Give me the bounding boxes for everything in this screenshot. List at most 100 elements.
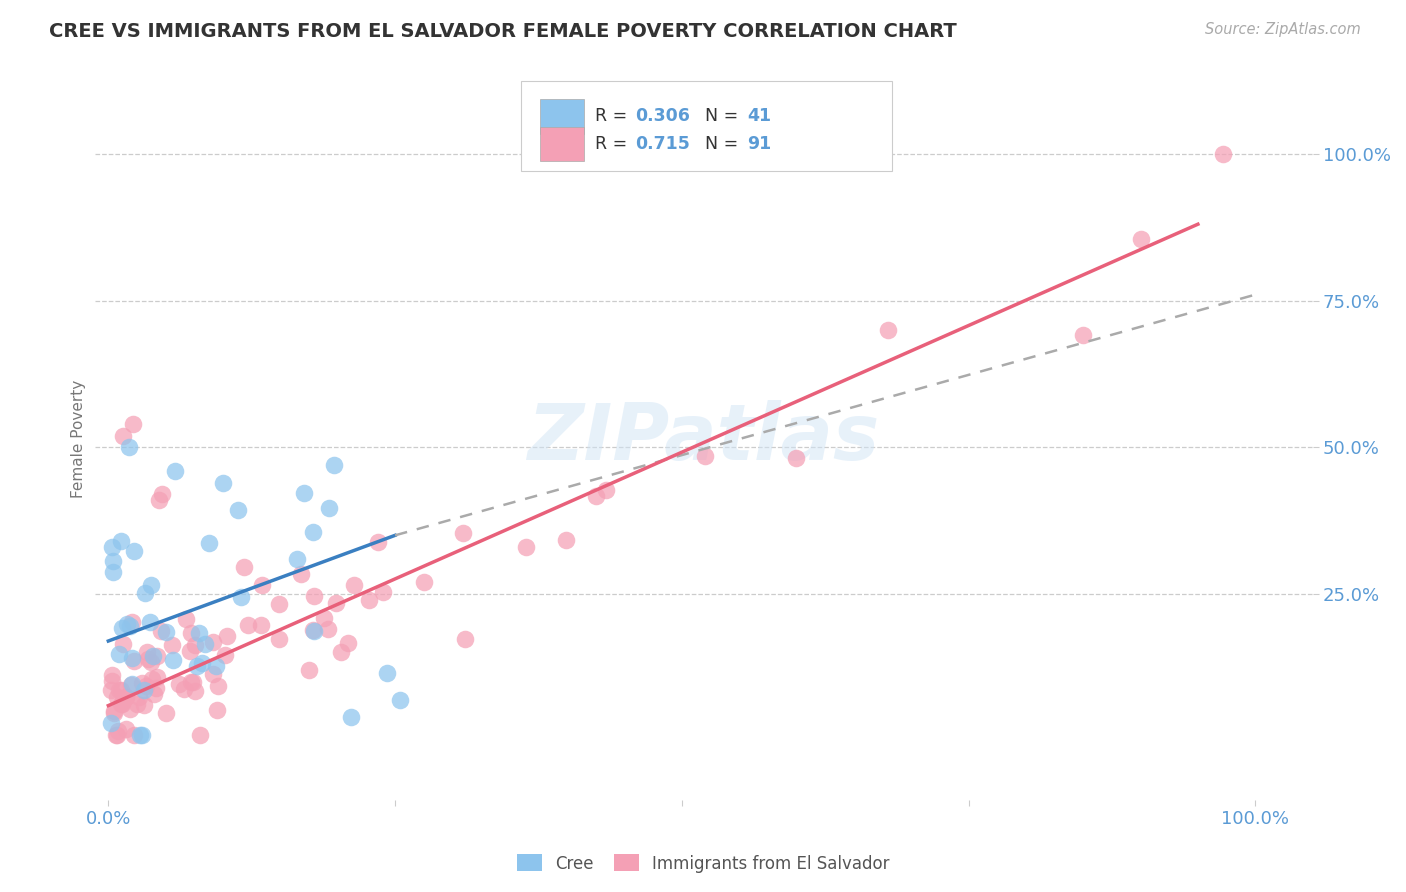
Point xyxy=(121,677,143,691)
Point xyxy=(267,598,290,612)
Point xyxy=(193,637,215,651)
Text: 41: 41 xyxy=(748,107,772,126)
Point xyxy=(139,655,162,669)
Point xyxy=(554,533,576,548)
Point xyxy=(148,493,170,508)
Point xyxy=(122,654,145,668)
Legend: Cree, Immigrants from El Salvador: Cree, Immigrants from El Salvador xyxy=(510,847,896,880)
Point xyxy=(155,625,177,640)
Point xyxy=(232,559,254,574)
Point xyxy=(292,485,315,500)
Point xyxy=(143,687,166,701)
Point xyxy=(162,653,184,667)
Point xyxy=(115,616,138,631)
Point xyxy=(180,626,202,640)
Point xyxy=(101,566,124,580)
Text: Source: ZipAtlas.com: Source: ZipAtlas.com xyxy=(1205,22,1361,37)
Point xyxy=(108,648,131,662)
Point xyxy=(198,535,221,549)
Point xyxy=(1212,146,1234,161)
Point xyxy=(111,621,134,635)
Point xyxy=(111,698,134,712)
Point xyxy=(112,428,135,442)
Point xyxy=(132,698,155,712)
Point xyxy=(371,585,394,599)
Point xyxy=(136,652,159,666)
Point xyxy=(103,704,125,718)
Text: N =: N = xyxy=(704,107,744,126)
Point xyxy=(111,637,134,651)
Point xyxy=(128,728,150,742)
Point xyxy=(215,629,238,643)
Point xyxy=(108,682,131,697)
Point xyxy=(249,617,271,632)
Point xyxy=(340,710,363,724)
Point xyxy=(298,663,321,677)
Point xyxy=(184,638,207,652)
Point xyxy=(693,449,716,463)
Point xyxy=(226,503,249,517)
Point xyxy=(877,323,900,337)
Point xyxy=(155,706,177,721)
Point xyxy=(204,659,226,673)
Point xyxy=(122,417,145,431)
Point xyxy=(1071,328,1094,343)
Point xyxy=(142,649,165,664)
Point xyxy=(413,574,436,589)
Text: R =: R = xyxy=(595,135,633,153)
Point xyxy=(337,636,360,650)
Y-axis label: Female Poverty: Female Poverty xyxy=(72,379,86,498)
Point xyxy=(201,635,224,649)
Point xyxy=(176,612,198,626)
Point xyxy=(145,681,167,695)
Point xyxy=(136,645,159,659)
Point xyxy=(186,659,208,673)
Point xyxy=(121,615,143,629)
Point xyxy=(179,644,201,658)
Point xyxy=(107,728,129,742)
Point xyxy=(121,650,143,665)
Point xyxy=(122,728,145,742)
Point xyxy=(451,526,474,541)
Point xyxy=(231,590,253,604)
Point xyxy=(285,552,308,566)
Point xyxy=(214,648,236,663)
Point xyxy=(207,679,229,693)
Point xyxy=(325,596,347,610)
Point xyxy=(180,675,202,690)
Point xyxy=(105,690,128,704)
Point xyxy=(188,626,211,640)
Text: 0.306: 0.306 xyxy=(636,107,690,126)
Point xyxy=(103,706,125,720)
Point xyxy=(139,578,162,592)
Point xyxy=(122,544,145,558)
Point xyxy=(100,674,122,689)
Point xyxy=(114,722,136,736)
Point xyxy=(375,665,398,680)
Point xyxy=(167,677,190,691)
Point xyxy=(515,540,537,554)
Point xyxy=(104,728,127,742)
Point xyxy=(134,683,156,698)
Point xyxy=(318,500,340,515)
Point xyxy=(115,690,138,704)
Point xyxy=(290,566,312,581)
Point xyxy=(212,475,235,490)
Point xyxy=(110,698,132,712)
Point xyxy=(329,645,352,659)
Point xyxy=(367,535,389,549)
Point xyxy=(146,649,169,664)
Point xyxy=(127,697,149,711)
Point xyxy=(150,487,173,501)
Point xyxy=(112,693,135,707)
Point xyxy=(304,624,326,638)
Point xyxy=(131,728,153,742)
Point xyxy=(118,619,141,633)
Point xyxy=(184,684,207,698)
Text: R =: R = xyxy=(595,107,633,126)
Point xyxy=(100,682,122,697)
FancyBboxPatch shape xyxy=(520,81,893,171)
Point xyxy=(181,674,204,689)
Point xyxy=(454,632,477,646)
Point xyxy=(128,690,150,704)
